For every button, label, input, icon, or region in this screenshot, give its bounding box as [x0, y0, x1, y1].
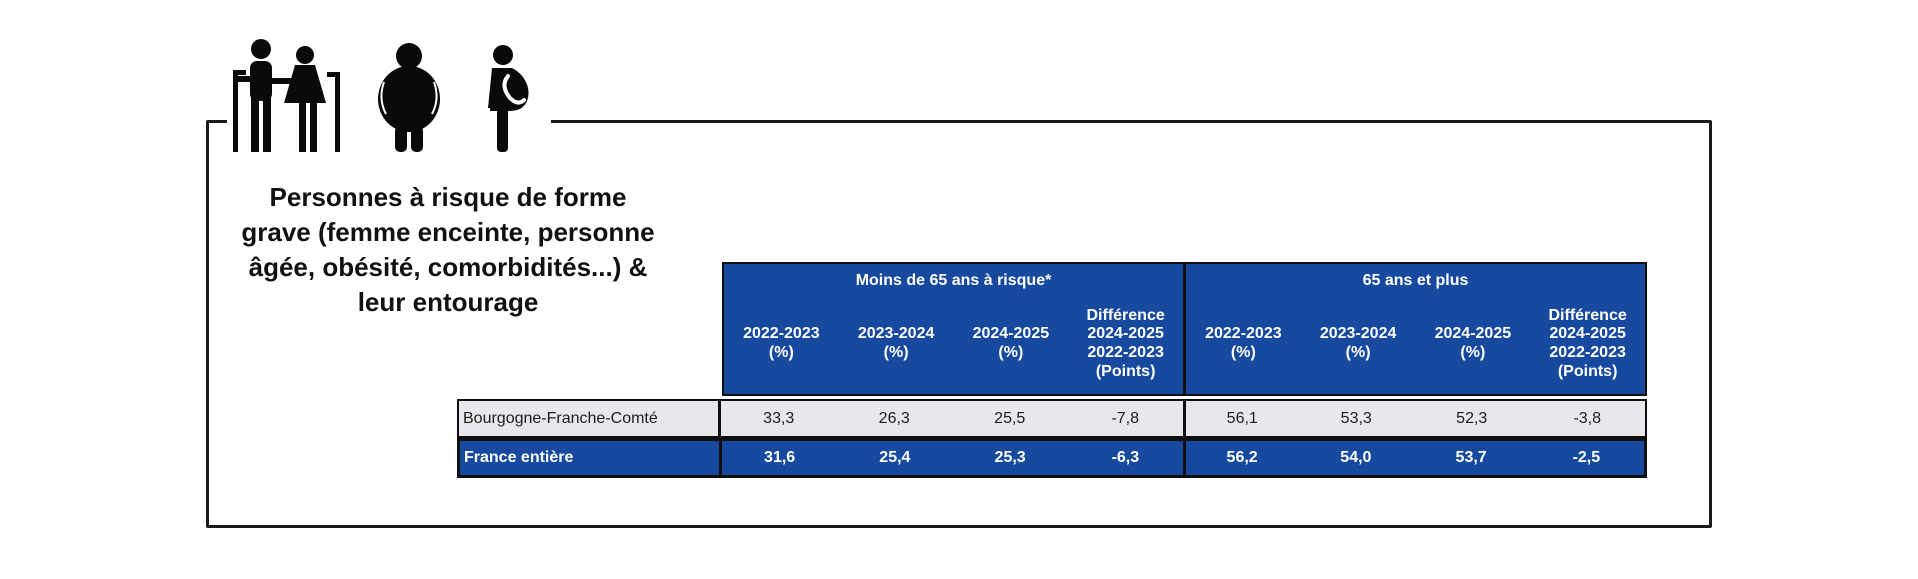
pregnant-woman-icon — [488, 45, 529, 152]
table-cell: -3,8 — [1573, 409, 1602, 427]
table-cell: 31,6 — [764, 449, 796, 466]
table-cell: -2,5 — [1572, 449, 1601, 466]
table-cell: 33,3 — [763, 409, 795, 427]
obese-person-icon — [378, 43, 440, 152]
group-title-65-plus: 65 ans et plus — [1362, 271, 1469, 289]
column-header: 2022-2023 (%) — [1205, 325, 1282, 361]
table-row-region: Bourgogne-Franche-Comté 33,3 26,3 25,5 -… — [457, 399, 1647, 438]
group-title-under-65: Moins de 65 ans à risque* — [855, 271, 1052, 289]
column-header: 2024-2025 (%) — [972, 325, 1050, 361]
panel-caption: Personnes à risque de forme grave (femme… — [241, 182, 655, 317]
column-header: 2023-2024 (%) — [857, 325, 935, 361]
header-group-65-plus: 65 ans et plus 2022-2023 (%) 2023-2024 (… — [1183, 264, 1645, 394]
column-headers-under-65: 2022-2023 (%) 2023-2024 (%) 2024-2025 (%… — [724, 297, 1183, 394]
coverage-table: Moins de 65 ans à risque* 2022-2023 (%) … — [457, 262, 1647, 478]
column-header: 2022-2023 (%) — [743, 325, 820, 361]
table-cell: 25,4 — [879, 449, 911, 466]
table-cell: 26,3 — [878, 409, 910, 427]
table-cell: 25,5 — [994, 409, 1026, 427]
table-cell: 56,2 — [1183, 441, 1298, 475]
table-cell: -7,8 — [1111, 409, 1140, 427]
table-cell: 25,3 — [994, 449, 1026, 466]
table-cell: -6,3 — [1111, 449, 1140, 466]
table-cell: 53,3 — [1340, 409, 1372, 427]
row-label: Bourgogne-Franche-Comté — [459, 401, 721, 436]
table-header: Moins de 65 ans à risque* 2022-2023 (%) … — [722, 262, 1647, 396]
column-headers-65-plus: 2022-2023 (%) 2023-2024 (%) 2024-2025 (%… — [1186, 297, 1645, 394]
elderly-couple-icon — [233, 39, 340, 152]
bracket-frame — [206, 120, 1712, 528]
row-label: France entière — [460, 441, 722, 475]
table-cell: 52,3 — [1456, 409, 1488, 427]
column-header: 2024-2025 (%) — [1434, 325, 1512, 361]
table-row-france: France entière 31,6 25,4 25,3 -6,3 56,2 … — [457, 438, 1647, 478]
table-cell: 53,7 — [1455, 449, 1487, 466]
header-group-under-65: Moins de 65 ans à risque* 2022-2023 (%) … — [724, 264, 1183, 394]
table-cell: 54,0 — [1340, 449, 1372, 466]
column-header: Différence 2024-2025 2022-2023 (Points) — [1086, 306, 1165, 380]
column-header: 2023-2024 (%) — [1319, 325, 1397, 361]
table-cell: 56,1 — [1183, 401, 1299, 436]
column-header: Différence 2024-2025 2022-2023 (Points) — [1548, 306, 1627, 380]
